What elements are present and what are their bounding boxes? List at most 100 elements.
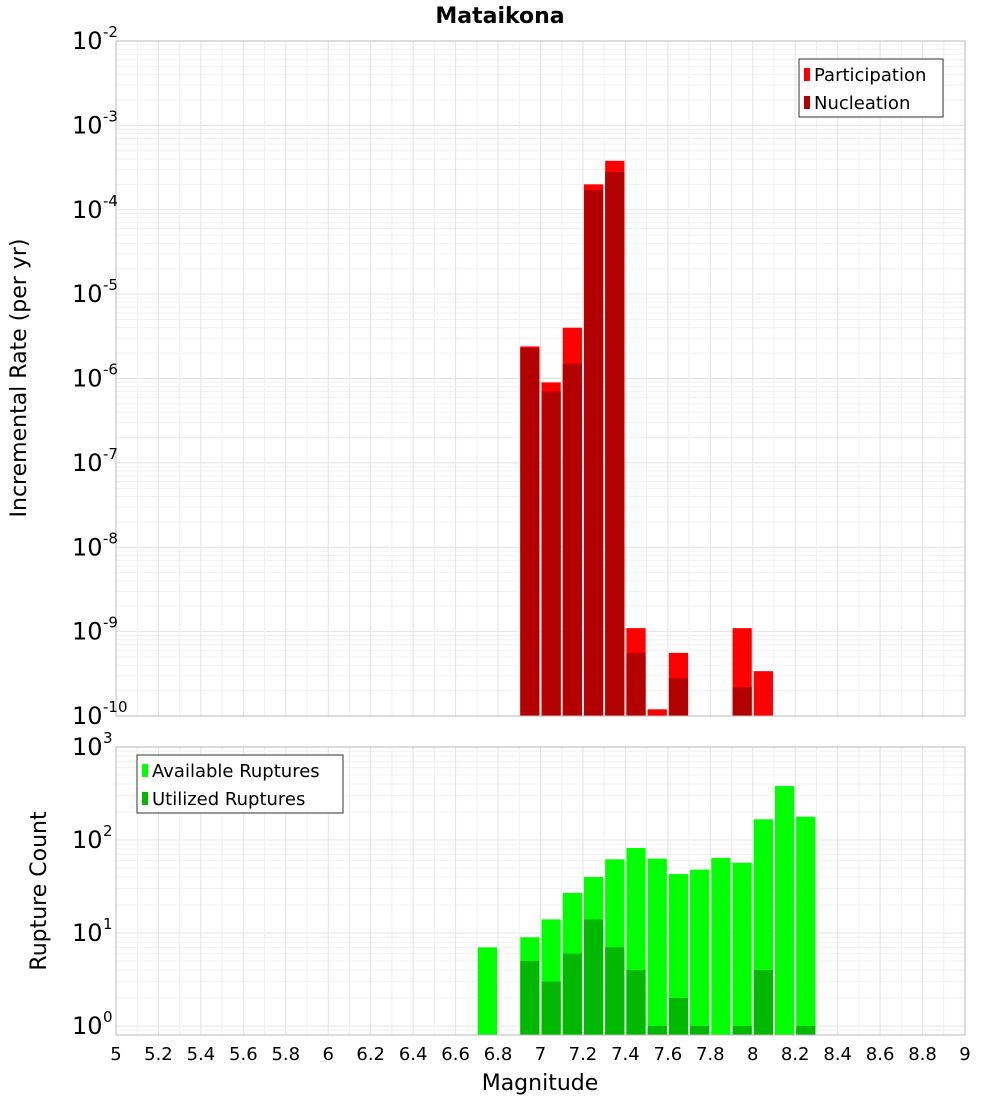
x-tick-label: 8.2 [781,1044,810,1065]
bar [753,671,773,716]
x-tick-label: 5.8 [271,1044,300,1065]
x-tick-label: 5.2 [144,1044,173,1065]
x-tick-label: 7.6 [654,1044,683,1065]
bar [520,960,540,1035]
y-tick-exponent: -9 [103,614,118,632]
plot-frame [115,746,966,1036]
bar [796,1025,816,1035]
y-tick-label: 10 [72,111,103,139]
bar [477,947,498,1035]
y-tick-label: 10 [72,919,103,947]
bar [583,919,604,1035]
y-tick-exponent: 2 [103,822,113,840]
legend-box [136,754,344,814]
legend-label: Participation [814,65,926,86]
legend-label: Nucleation [814,93,910,114]
y-tick-exponent: -7 [103,445,118,463]
y-tick-label: 10 [72,1012,103,1040]
bar [647,709,667,716]
bar [668,874,689,1035]
bar [647,1025,667,1035]
x-tick-label: 7.2 [569,1044,598,1065]
bar [647,858,667,1035]
bar [605,172,625,716]
series-utilized-ruptures [520,919,816,1035]
x-tick-label: 8.4 [823,1044,852,1065]
legend: Participation Nucleation [798,58,944,118]
y-tick-label: 10 [72,365,103,393]
legend-swatch [804,96,810,109]
y-tick-exponent: -10 [103,698,128,716]
bar [753,969,773,1035]
bar [690,869,710,1035]
x-tick-label: 9 [959,1044,970,1065]
y-tick-exponent: 3 [103,729,113,747]
x-tick-label: 8 [747,1044,758,1065]
bar [711,858,731,1035]
bar [732,862,752,1035]
y-tick-label: 10 [72,27,103,55]
plot-frame [115,40,966,717]
x-tick-label: 5.4 [187,1044,216,1065]
chart-title: Mataikona [435,4,564,29]
y-tick-exponent: -8 [103,529,118,547]
y-tick-label: 10 [72,826,103,854]
bar [541,981,561,1035]
legend-swatch [142,792,148,805]
x-tick-label: 8.6 [866,1044,895,1065]
y-tick-exponent: -6 [103,361,118,379]
bar [626,652,646,716]
x-axis-label: Magnitude [482,1071,599,1096]
y-tick-exponent: 1 [103,915,113,933]
y-tick-exponent: -2 [103,23,118,41]
x-tick-label: 7.4 [611,1044,640,1065]
x-tick-label: 5.6 [229,1044,258,1065]
bar [520,347,540,716]
y-tick-label: 10 [72,449,103,477]
y-tick-label: 10 [72,618,103,646]
series-nucleation [520,172,752,716]
x-tick-label: 8.8 [908,1044,937,1065]
bar [690,1025,710,1035]
y-tick-exponent: -5 [103,276,118,294]
bar [668,997,689,1035]
legend-swatch [142,764,148,777]
y-tick-label: 10 [72,196,103,224]
bar [732,687,752,716]
y-tick-label: 10 [72,733,103,761]
bar [562,953,582,1035]
bar [796,816,816,1035]
bar [605,947,625,1035]
x-tick-label: 6 [323,1044,334,1065]
x-tick-label: 6.8 [484,1044,513,1065]
x-tick-label: 6.6 [441,1044,470,1065]
legend-label: Utilized Ruptures [152,789,305,810]
x-tick-label: 7 [535,1044,546,1065]
bar [774,786,795,1035]
y-tick-exponent: -3 [103,107,118,125]
legend-swatch [804,68,810,81]
x-tick-label: 6.2 [356,1044,385,1065]
x-tick-label: 6.4 [399,1044,428,1065]
y-tick-label: 10 [72,280,103,308]
y-tick-label: 10 [72,533,103,561]
bar [583,190,604,716]
count-y-axis-label: Rupture Count [27,811,52,971]
bar [732,1025,752,1035]
grid-lines [115,40,966,717]
x-tick-label: 5 [110,1044,121,1065]
legend-label: Available Ruptures [152,761,320,782]
bar [541,391,561,716]
bar [668,678,689,716]
x-tick-label: 7.8 [696,1044,725,1065]
bar [562,363,582,716]
legend-box [798,58,944,118]
y-tick-label: 10 [72,702,103,730]
bar [626,969,646,1035]
y-tick-exponent: -4 [103,192,118,210]
